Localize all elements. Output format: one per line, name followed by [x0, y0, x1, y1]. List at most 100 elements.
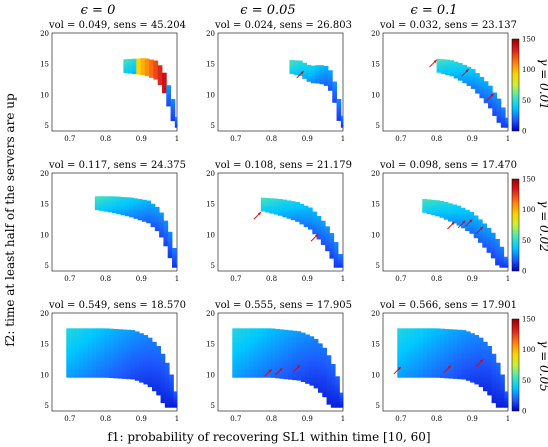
- heatmap-cells: [289, 60, 344, 128]
- x-tick-label: 1: [506, 135, 510, 143]
- heatmap-cell: [440, 71, 446, 74]
- heatmap-cell: [495, 254, 500, 257]
- y-tick-label: 20: [40, 30, 49, 38]
- heatmap-cell: [83, 336, 89, 340]
- heatmap-cell: [279, 350, 285, 354]
- heatmap-cell: [330, 396, 336, 400]
- heatmap-cell: [300, 334, 306, 337]
- heatmap-cell: [443, 208, 449, 212]
- heatmap-cell: [496, 98, 502, 100]
- heatmap-cell: [423, 349, 428, 352]
- heatmap-cell: [435, 343, 441, 346]
- heatmap-cell: [335, 383, 340, 387]
- heatmap-cell: [124, 213, 130, 217]
- heatmap-cell: [140, 59, 146, 63]
- heatmap-cell: [418, 353, 424, 357]
- heatmap-cell: [453, 331, 458, 334]
- heatmap-cell: [414, 343, 420, 346]
- heatmap-cell: [83, 347, 89, 350]
- heatmap-cell: [143, 381, 149, 385]
- heatmap-cell: [457, 333, 462, 337]
- heatmap-cell: [305, 357, 310, 361]
- heatmap-cell: [156, 379, 161, 383]
- heatmap-cell: [152, 382, 157, 385]
- heatmap-cell: [83, 370, 89, 374]
- heatmap-cell: [431, 349, 437, 352]
- heatmap-cell: [160, 359, 166, 363]
- heatmap-cell: [127, 62, 133, 65]
- heatmap-cell: [499, 258, 505, 262]
- heatmap-cell: [435, 366, 441, 370]
- heatmap-cell: [258, 375, 263, 378]
- heatmap-cell: [159, 232, 164, 236]
- pareto-arrowhead: [469, 219, 473, 223]
- heatmap-cell: [100, 332, 106, 335]
- heatmap-cell: [160, 353, 166, 356]
- heatmap-cell: [109, 330, 114, 334]
- heatmap-cell: [318, 388, 323, 391]
- heatmap-cell: [332, 87, 337, 90]
- heatmap-cell: [245, 330, 250, 333]
- heatmap-cell: [160, 396, 166, 399]
- heatmap-cell: [405, 353, 411, 357]
- heatmap-cell: [296, 331, 302, 334]
- heatmap-cell: [117, 333, 123, 336]
- heatmap-cell: [332, 91, 337, 95]
- heatmap-cell: [163, 237, 169, 240]
- heatmap-cell: [483, 83, 489, 87]
- heatmap-cell: [333, 256, 339, 260]
- heatmap-cell: [401, 370, 407, 374]
- heatmap-cell: [164, 362, 170, 365]
- heatmap-cell: [483, 92, 489, 95]
- heatmap-cell: [496, 107, 502, 110]
- heatmap-cell: [458, 65, 463, 68]
- heatmap-cell: [270, 347, 276, 350]
- heatmap-cell: [330, 364, 336, 365]
- heatmap-cell: [326, 357, 332, 360]
- heatmap-cell: [288, 360, 293, 363]
- heatmap-cell: [444, 332, 450, 336]
- heatmap-cell: [249, 360, 255, 363]
- heatmap-cell: [482, 227, 487, 231]
- heatmap-cell: [143, 339, 149, 342]
- plot-frame: [217, 172, 344, 272]
- heatmap-cell: [154, 209, 160, 212]
- heatmap-cell: [401, 340, 407, 344]
- heatmap-cell: [483, 382, 488, 385]
- heatmap-cell: [139, 347, 144, 351]
- heatmap-cell: [483, 367, 488, 370]
- heatmap-cell: [312, 221, 317, 224]
- heatmap-cell: [157, 67, 163, 71]
- heatmap-cell: [92, 353, 97, 357]
- heatmap-cell: [169, 374, 174, 376]
- heatmap-cell: [322, 368, 327, 372]
- heatmap-cell: [443, 214, 449, 218]
- heatmap-cell: [120, 208, 126, 211]
- heatmap-cell: [423, 343, 428, 346]
- heatmap-cell: [117, 331, 123, 334]
- colorbar-tick-label: 150: [522, 316, 535, 324]
- heatmap-cell: [253, 343, 259, 346]
- heatmap-cell: [74, 370, 80, 374]
- heatmap-cell: [167, 232, 173, 235]
- heatmap-cell: [466, 70, 472, 74]
- heatmap-cell: [275, 360, 280, 364]
- heatmap-cell: [410, 330, 415, 333]
- heatmap-cell: [313, 353, 319, 357]
- heatmap-cell: [427, 360, 432, 363]
- heatmap-cell: [79, 332, 84, 335]
- heatmap-cell: [410, 328, 415, 331]
- heatmap-cell: [453, 352, 458, 356]
- heatmap-cell: [126, 355, 131, 358]
- heatmap-cell: [236, 368, 242, 372]
- heatmap-cell: [100, 364, 106, 367]
- heatmap-cell: [130, 376, 136, 380]
- heatmap-cell: [96, 332, 101, 335]
- heatmap-cell: [273, 198, 279, 200]
- heatmap-cell: [338, 256, 343, 260]
- heatmap-cell: [266, 334, 272, 337]
- heatmap-cell: [505, 117, 509, 120]
- heatmap-cell: [266, 345, 272, 348]
- heatmap-cell: [236, 343, 242, 346]
- heatmap-cell: [414, 364, 420, 367]
